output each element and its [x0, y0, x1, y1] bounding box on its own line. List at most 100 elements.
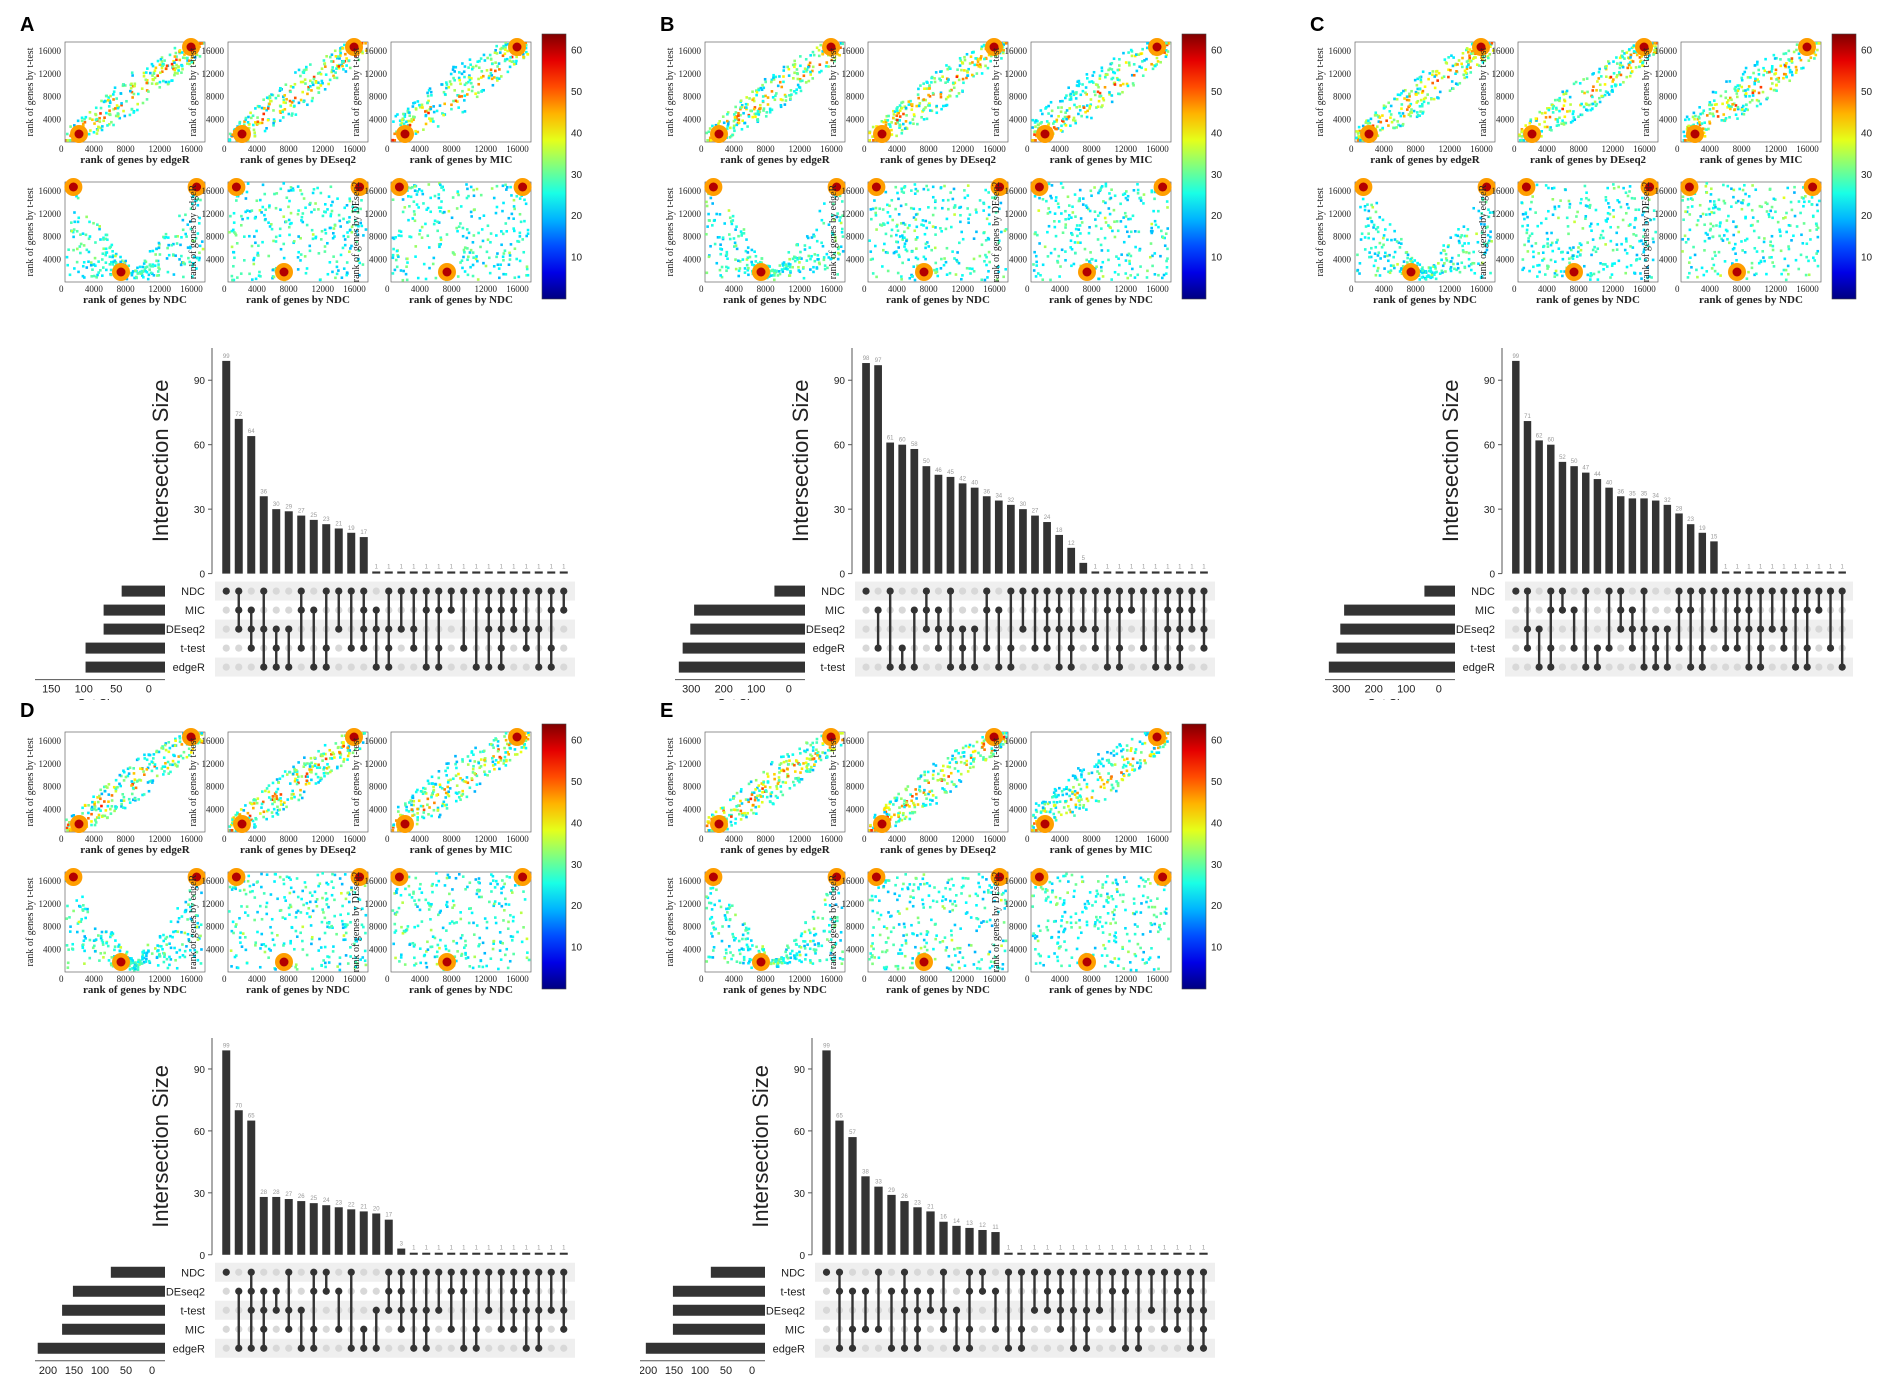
density-point: [112, 107, 115, 111]
intersection-bar: [547, 571, 556, 574]
density-point: [232, 221, 236, 224]
density-point: [312, 77, 316, 81]
density-point: [448, 80, 452, 83]
density-point: [1465, 67, 1469, 71]
density-point: [1358, 136, 1362, 139]
density-point: [76, 220, 80, 224]
density-point: [986, 236, 990, 240]
density-point: [1733, 87, 1737, 91]
density-point: [750, 263, 754, 266]
density-point: [287, 225, 291, 229]
density-point: [934, 233, 937, 236]
density-point: [1129, 230, 1133, 234]
density-point: [731, 133, 734, 137]
density-point: [1714, 91, 1718, 94]
density-point: [281, 109, 285, 112]
density-point: [950, 225, 953, 229]
density-point: [898, 104, 902, 107]
density-point: [1055, 120, 1058, 123]
density-point: [933, 246, 937, 250]
density-point: [963, 189, 966, 192]
density-point: [156, 270, 160, 273]
bar-value-label: 36: [260, 489, 267, 495]
density-point: [1607, 62, 1611, 65]
density-point: [279, 187, 283, 191]
density-hotspot-core: [877, 129, 887, 139]
density-point: [1456, 83, 1459, 86]
x-tick-label: 8000: [920, 284, 939, 294]
density-point: [125, 277, 129, 281]
set-size-bar: [121, 585, 165, 597]
density-point: [768, 110, 772, 114]
density-point: [499, 47, 502, 51]
density-point: [1487, 208, 1490, 211]
density-point: [439, 183, 442, 187]
density-point: [746, 268, 750, 272]
density-point: [160, 66, 164, 70]
density-point: [149, 264, 153, 268]
density-point: [1450, 54, 1453, 57]
density-point: [1489, 271, 1492, 275]
density-point: [1627, 63, 1631, 67]
density-point: [900, 275, 903, 278]
density-point: [1595, 102, 1599, 106]
density-point: [1480, 261, 1484, 265]
density-point: [739, 113, 742, 117]
density-point: [1063, 122, 1067, 126]
density-point: [180, 64, 184, 68]
density-point: [1597, 77, 1601, 80]
density-point: [1800, 67, 1803, 70]
matrix-dot: [874, 587, 882, 595]
density-point: [1151, 229, 1154, 233]
density-hotspot-core: [400, 129, 410, 139]
density-point: [839, 216, 842, 219]
density-point: [741, 119, 744, 123]
density-point: [946, 67, 950, 71]
density-point: [172, 273, 176, 276]
intersection-tick-label: 60: [194, 441, 206, 452]
density-point: [952, 206, 956, 209]
density-point: [267, 97, 270, 100]
density-point: [492, 76, 496, 79]
density-point: [1596, 80, 1599, 83]
density-point: [476, 278, 480, 281]
density-point: [310, 89, 313, 92]
density-point: [807, 254, 811, 258]
density-point: [1451, 64, 1455, 68]
density-point: [1408, 104, 1412, 108]
x-axis-label: rank of genes by DEseq2: [1530, 154, 1647, 166]
density-point: [149, 271, 153, 275]
density-point: [326, 241, 329, 245]
intersection-bar: [409, 571, 418, 574]
density-point: [817, 54, 821, 58]
density-point: [1802, 66, 1805, 70]
density-point: [112, 90, 116, 94]
density-point: [1128, 63, 1131, 67]
density-point: [979, 56, 983, 60]
density-point: [526, 273, 530, 277]
density-point: [418, 229, 422, 232]
density-point: [466, 187, 469, 191]
density-point: [338, 219, 342, 223]
intersection-bar: [497, 571, 506, 574]
density-point: [1113, 83, 1117, 86]
density-point: [1426, 275, 1429, 278]
density-point: [1467, 242, 1470, 245]
density-point: [967, 221, 970, 225]
density-point: [156, 274, 159, 277]
density-point: [965, 69, 969, 73]
density-point: [502, 252, 506, 255]
density-hotspot-core: [826, 42, 836, 52]
density-point: [496, 252, 499, 255]
density-point: [1142, 202, 1145, 205]
density-point: [1469, 262, 1473, 266]
density-point: [474, 92, 477, 95]
density-point: [958, 56, 962, 60]
density-point: [1465, 251, 1468, 254]
density-point: [508, 254, 512, 257]
density-point: [734, 228, 737, 231]
density-point: [437, 221, 441, 224]
density-point: [965, 266, 969, 270]
density-point: [343, 243, 347, 247]
density-point: [495, 44, 498, 48]
